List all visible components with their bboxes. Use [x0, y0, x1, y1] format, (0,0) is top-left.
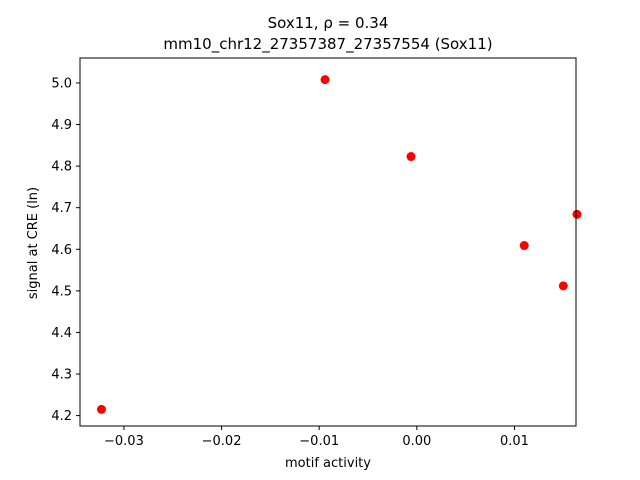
data-point	[320, 75, 330, 85]
y-tick-label: 4.6	[51, 243, 72, 258]
x-axis-label: motif activity	[285, 456, 371, 471]
data-point	[406, 152, 416, 162]
y-tick-label: 4.2	[51, 409, 72, 424]
x-tick-label: −0.01	[299, 434, 339, 449]
x-tick-label: −0.02	[202, 434, 242, 449]
plot-area: −0.03 −0.02 −0.01 0.00 0.01 4.2 4.3 4.4 4.5 4.6 4.…	[51, 57, 582, 449]
x-tick-label: −0.03	[104, 434, 144, 449]
y-tick-label: 4.4	[51, 326, 72, 341]
y-tick-label: 4.9	[51, 118, 72, 133]
x-tick-label: 0.00	[402, 434, 431, 449]
data-point	[558, 281, 568, 291]
y-axis-label: signal at CRE (ln)	[26, 187, 41, 299]
y-tick-label: 5.0	[51, 76, 72, 91]
plot-frame	[79, 57, 577, 427]
chart-title-line-2: mm10_chr12_27357387_27357554 (Sox11)	[163, 35, 492, 54]
y-tick-label: 4.7	[51, 201, 72, 216]
y-tick-label: 4.3	[51, 368, 72, 383]
x-tick-label: 0.01	[500, 434, 529, 449]
y-tick-label: 4.5	[51, 284, 72, 299]
chart-title-line-1: Sox11, ρ = 0.34	[268, 14, 389, 32]
y-tick-label: 4.8	[51, 160, 72, 175]
data-point	[96, 404, 106, 414]
data-point	[572, 209, 582, 219]
data-point	[519, 241, 529, 251]
